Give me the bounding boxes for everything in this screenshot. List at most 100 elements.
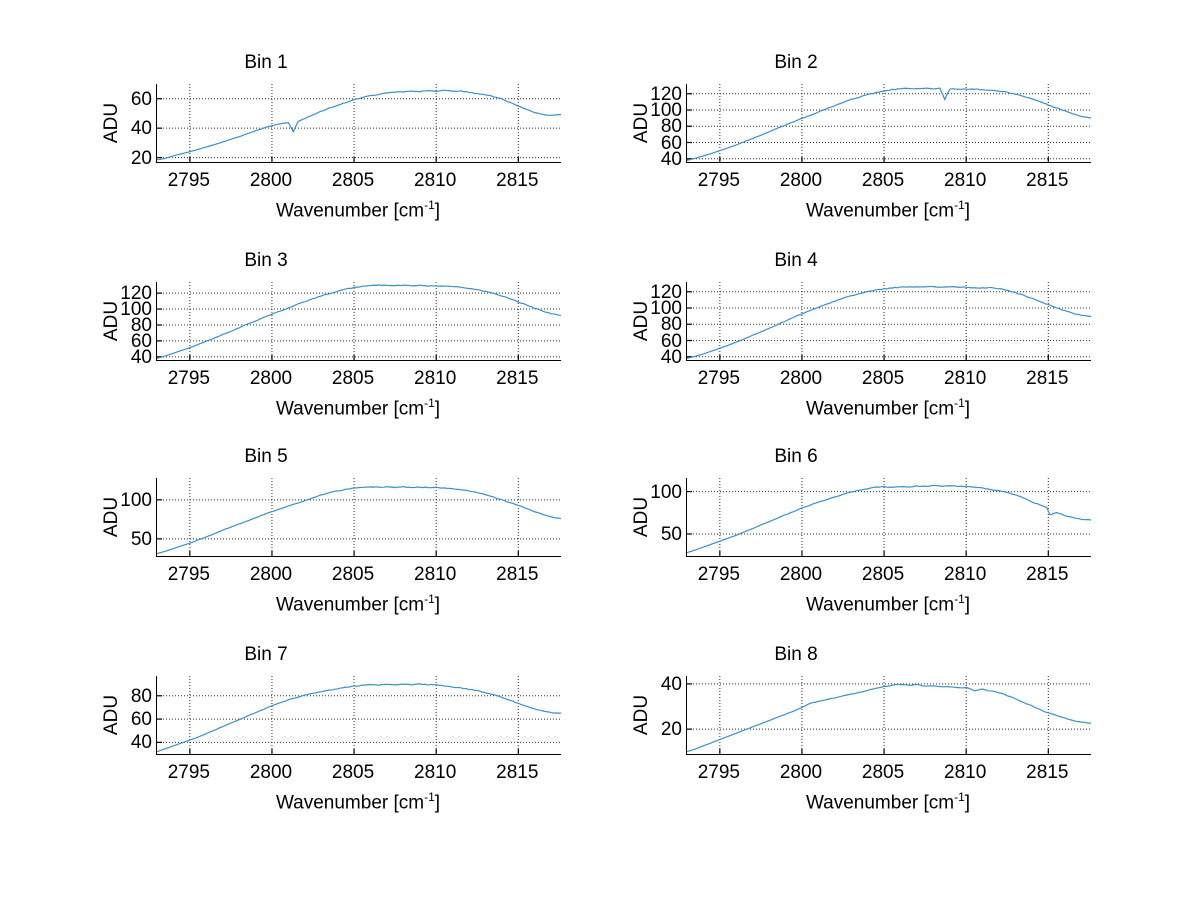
x-axis-label-exponent: -1 (954, 592, 965, 606)
x-axis-label-text: Wavenumber [cm (805, 398, 955, 420)
plot-axes-3 (156, 282, 561, 361)
x-axis-label-tail: ] (964, 398, 971, 420)
x-tick-label: 2810 (944, 762, 987, 783)
data-series-line (157, 284, 561, 359)
y-tick-labels-2: 40 60 80 100 120 (630, 84, 682, 169)
y-tick-label: 50 (130, 528, 152, 550)
subplot-panel-1: Bin 1 ADU 20 40 60 2795 2800 2805 2810 2815 Wavenu… (100, 52, 700, 248)
x-tick-label: 2815 (1026, 564, 1069, 585)
subplot-panel-8: Bin 8 ADU 20 40 2795 2800 2805 2810 2815 Wavenumb… (630, 644, 1200, 840)
panel-title-4: Bin 4 (774, 250, 818, 271)
x-tick-label: 2815 (1026, 762, 1069, 783)
y-tick-label: 80 (130, 314, 152, 336)
plot-svg-6 (687, 478, 1091, 556)
panel-title-6: Bin 6 (774, 446, 818, 467)
y-tick-label: 20 (660, 719, 682, 741)
panel-title-8: Bin 8 (774, 644, 818, 665)
x-tick-labels-7: 2795 2800 2805 2810 2815 (156, 762, 560, 786)
x-tick-label: 2800 (249, 368, 293, 389)
x-tick-label: 2795 (697, 368, 740, 389)
y-tick-label: 40 (130, 732, 152, 754)
y-tick-label: 40 (660, 148, 682, 170)
y-tick-label: 100 (650, 481, 682, 503)
plot-axes-8 (686, 676, 1091, 755)
x-axis-label-exponent: -1 (954, 396, 965, 410)
x-tick-labels-2: 2795 2800 2805 2810 2815 (686, 170, 1090, 194)
x-axis-label-text: Wavenumber [cm (275, 398, 425, 420)
x-tick-label: 2815 (496, 170, 539, 191)
x-tick-labels-1: 2795 2800 2805 2810 2815 (156, 170, 560, 194)
x-axis-label-tail: ] (434, 792, 441, 814)
x-axis-label-7: Wavenumber [cm-1] (58, 790, 658, 814)
x-tick-label: 2805 (331, 170, 375, 191)
x-axis-label-text: Wavenumber [cm (805, 594, 955, 616)
x-tick-label: 2805 (861, 170, 905, 191)
x-axis-label-exponent: -1 (424, 790, 435, 804)
x-tick-label: 2810 (944, 368, 987, 389)
panel-title-3: Bin 3 (244, 250, 288, 271)
x-axis-label-exponent: -1 (424, 592, 435, 606)
y-tick-labels-1: 20 40 60 (100, 84, 152, 168)
y-tick-label: 40 (130, 118, 152, 140)
x-tick-label: 2800 (779, 170, 823, 191)
x-axis-label-6: Wavenumber [cm-1] (588, 592, 1188, 616)
x-axis-label-2: Wavenumber [cm-1] (588, 198, 1188, 222)
subplot-panel-6: Bin 6 ADU 50 100 2795 2800 2805 2810 2815 Wavenum… (630, 446, 1200, 642)
x-tick-labels-8: 2795 2800 2805 2810 2815 (686, 762, 1090, 786)
data-series-line (157, 485, 561, 555)
x-tick-label: 2805 (331, 368, 375, 389)
x-tick-label: 2810 (414, 564, 457, 585)
x-axis-label-exponent: -1 (954, 790, 965, 804)
x-tick-label: 2810 (414, 762, 457, 783)
x-axis-label-8: Wavenumber [cm-1] (588, 790, 1188, 814)
x-tick-labels-4: 2795 2800 2805 2810 2815 (686, 368, 1090, 392)
x-tick-labels-3: 2795 2800 2805 2810 2815 (156, 368, 560, 392)
x-axis-label-text: Wavenumber [cm (275, 594, 425, 616)
data-series-line (157, 683, 561, 753)
x-tick-label: 2815 (496, 762, 539, 783)
plot-axes-4 (686, 282, 1091, 361)
y-tick-label: 120 (650, 281, 682, 303)
plot-svg-7 (157, 676, 561, 754)
y-tick-label: 60 (660, 330, 682, 352)
x-tick-label: 2795 (697, 762, 740, 783)
plot-svg-1 (157, 84, 561, 162)
x-tick-label: 2800 (249, 762, 293, 783)
y-tick-label: 40 (660, 346, 682, 368)
panel-title-7: Bin 7 (244, 644, 288, 665)
subplot-panel-2: Bin 2 ADU 40 60 80 100 120 2795 2800 2805 2810 2815… (630, 52, 1200, 248)
x-axis-label-text: Wavenumber [cm (275, 792, 425, 814)
y-tick-label: 100 (120, 489, 152, 511)
x-tick-label: 2805 (861, 368, 905, 389)
panel-title-1: Bin 1 (244, 52, 288, 73)
y-tick-label: 80 (130, 685, 152, 707)
x-tick-label: 2810 (414, 368, 457, 389)
x-tick-label: 2800 (779, 564, 823, 585)
x-axis-label-tail: ] (964, 792, 971, 814)
y-tick-labels-5: 50 100 (100, 478, 152, 556)
x-tick-labels-6: 2795 2800 2805 2810 2815 (686, 564, 1090, 588)
y-tick-labels-6: 50 100 (630, 478, 682, 556)
plot-axes-1 (156, 84, 561, 163)
x-axis-label-exponent: -1 (954, 198, 965, 212)
y-tick-label: 100 (650, 298, 682, 319)
y-tick-label: 60 (130, 330, 152, 352)
data-series-line (687, 285, 1091, 359)
subplot-panel-3: Bin 3 ADU 40 60 80 100 120 2795 2800 2805 2810 2815… (100, 250, 700, 446)
x-axis-label-4: Wavenumber [cm-1] (588, 396, 1188, 420)
y-tick-label: 80 (660, 314, 682, 336)
x-tick-label: 2815 (496, 368, 539, 389)
x-tick-label: 2800 (779, 368, 823, 389)
y-tick-label: 60 (660, 132, 682, 154)
x-tick-label: 2815 (1026, 368, 1069, 389)
x-tick-label: 2810 (414, 170, 457, 191)
x-axis-label-exponent: -1 (424, 396, 435, 410)
x-tick-label: 2800 (249, 170, 293, 191)
x-axis-label-5: Wavenumber [cm-1] (58, 592, 658, 616)
x-axis-label-text: Wavenumber [cm (275, 200, 425, 222)
panel-title-5: Bin 5 (244, 446, 288, 467)
plot-svg-3 (157, 282, 561, 360)
plot-svg-2 (687, 84, 1091, 162)
x-axis-label-text: Wavenumber [cm (805, 200, 955, 222)
x-axis-label-tail: ] (434, 200, 441, 222)
